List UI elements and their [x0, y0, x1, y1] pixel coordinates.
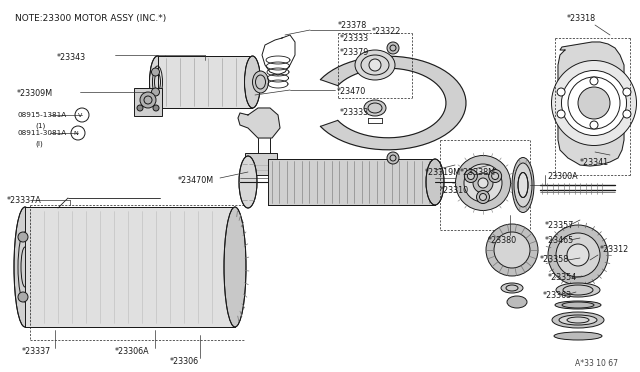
Text: V: V — [78, 112, 82, 118]
Ellipse shape — [464, 164, 502, 202]
Text: (1): (1) — [35, 123, 45, 129]
Bar — [157, 56, 253, 108]
Ellipse shape — [479, 193, 486, 201]
Ellipse shape — [253, 71, 269, 93]
Text: *23310: *23310 — [440, 186, 469, 195]
Ellipse shape — [507, 296, 527, 308]
Bar — [25, 207, 235, 327]
Text: *23333: *23333 — [340, 33, 369, 42]
Text: *23337: *23337 — [22, 347, 51, 356]
Text: *23378: *23378 — [338, 20, 367, 29]
Ellipse shape — [556, 233, 600, 277]
Text: *23322: *23322 — [372, 26, 401, 35]
Circle shape — [387, 152, 399, 164]
Ellipse shape — [465, 170, 477, 183]
Circle shape — [590, 121, 598, 129]
Text: *23363: *23363 — [543, 291, 572, 299]
Ellipse shape — [494, 232, 530, 268]
Text: *23380: *23380 — [488, 235, 517, 244]
Text: *23318: *23318 — [567, 13, 596, 22]
Text: *23470: *23470 — [337, 87, 366, 96]
Circle shape — [18, 232, 28, 242]
Text: *23309M: *23309M — [17, 89, 53, 97]
Text: N: N — [74, 131, 78, 135]
Text: *23338M: *23338M — [460, 167, 496, 176]
Circle shape — [623, 110, 631, 118]
Text: (I): (I) — [35, 141, 43, 147]
Ellipse shape — [556, 283, 600, 297]
Ellipse shape — [561, 71, 627, 135]
Circle shape — [152, 88, 159, 96]
Ellipse shape — [559, 315, 597, 325]
Bar — [245, 153, 277, 175]
Ellipse shape — [369, 59, 381, 71]
Ellipse shape — [239, 156, 257, 208]
Ellipse shape — [488, 170, 502, 183]
Circle shape — [153, 105, 159, 111]
Text: *23312: *23312 — [600, 246, 629, 254]
Circle shape — [590, 77, 598, 85]
Text: 08911-3081A: 08911-3081A — [17, 130, 67, 136]
Circle shape — [18, 292, 28, 302]
Ellipse shape — [364, 100, 386, 116]
Polygon shape — [558, 42, 624, 166]
Text: *23306A: *23306A — [115, 347, 150, 356]
Text: *23333: *23333 — [340, 108, 369, 116]
Ellipse shape — [501, 283, 523, 293]
Bar — [268, 159, 435, 205]
Circle shape — [137, 105, 143, 111]
Text: 23300A: 23300A — [547, 171, 578, 180]
Text: *23319M: *23319M — [425, 167, 461, 176]
Ellipse shape — [552, 61, 637, 145]
Text: *23306: *23306 — [170, 357, 199, 366]
Text: *23337A: *23337A — [7, 196, 42, 205]
Circle shape — [557, 110, 565, 118]
Text: *23354: *23354 — [548, 273, 577, 282]
Text: A*33 10 67: A*33 10 67 — [575, 359, 618, 369]
Ellipse shape — [555, 301, 601, 309]
Ellipse shape — [512, 157, 534, 212]
Ellipse shape — [514, 163, 532, 207]
Ellipse shape — [426, 159, 444, 205]
Text: *23357: *23357 — [545, 221, 574, 230]
Circle shape — [557, 88, 565, 96]
Text: NOTE:23300 MOTOR ASSY (INC.*): NOTE:23300 MOTOR ASSY (INC.*) — [15, 13, 166, 22]
Text: *23379: *23379 — [340, 48, 369, 57]
Text: *23358: *23358 — [540, 256, 569, 264]
Circle shape — [623, 88, 631, 96]
Ellipse shape — [150, 56, 166, 108]
Ellipse shape — [518, 173, 528, 198]
Ellipse shape — [244, 56, 260, 108]
Ellipse shape — [355, 50, 395, 80]
Ellipse shape — [14, 207, 36, 327]
Ellipse shape — [478, 178, 488, 188]
Text: *23470M: *23470M — [178, 176, 214, 185]
Text: *23341: *23341 — [580, 157, 609, 167]
Ellipse shape — [548, 225, 608, 285]
Ellipse shape — [486, 224, 538, 276]
Ellipse shape — [567, 244, 589, 266]
Text: *23343: *23343 — [57, 52, 86, 61]
Ellipse shape — [552, 312, 604, 328]
Circle shape — [387, 42, 399, 54]
Ellipse shape — [456, 155, 511, 211]
Bar — [134, 88, 162, 116]
Polygon shape — [321, 56, 466, 150]
Ellipse shape — [473, 173, 493, 193]
Text: 08915-1381A: 08915-1381A — [17, 112, 67, 118]
Circle shape — [152, 68, 159, 76]
Polygon shape — [238, 108, 280, 138]
Ellipse shape — [492, 173, 499, 180]
Ellipse shape — [467, 173, 474, 180]
Ellipse shape — [477, 190, 490, 203]
Bar — [157, 56, 253, 108]
Ellipse shape — [554, 332, 602, 340]
Text: *23465: *23465 — [545, 235, 574, 244]
Ellipse shape — [578, 87, 610, 119]
Circle shape — [140, 92, 156, 108]
Ellipse shape — [224, 207, 246, 327]
